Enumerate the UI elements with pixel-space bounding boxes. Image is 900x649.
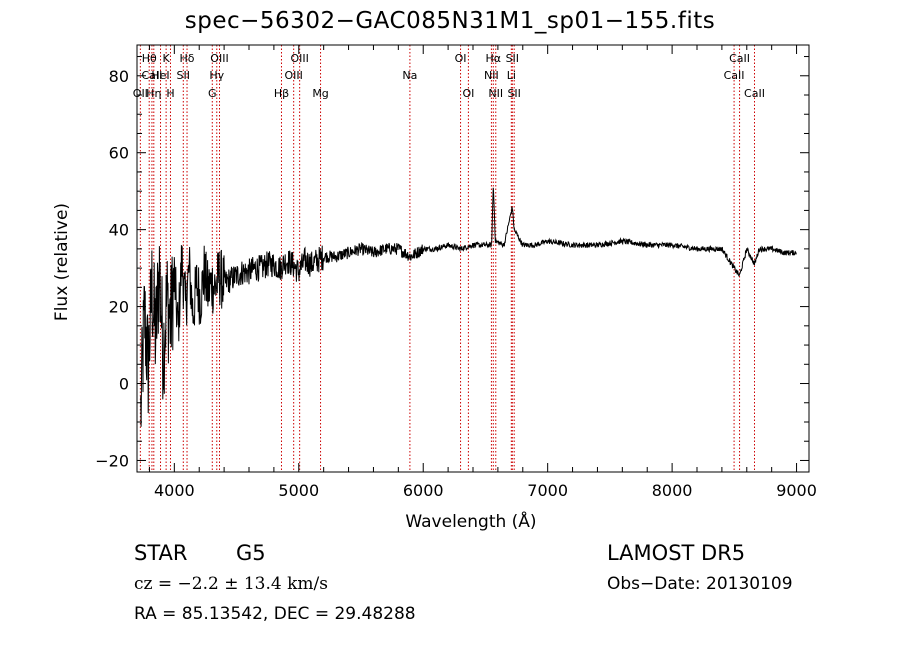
x-tick-label: 4000 bbox=[154, 481, 195, 500]
spectral-line-label: Mg bbox=[312, 87, 328, 100]
spectral-line-label: OIII bbox=[290, 52, 308, 65]
axes: 4000 5000 6000 7000 8000 9000 −20 0 20 40 60 80 bbox=[95, 45, 817, 500]
y-tick-label: 40 bbox=[109, 221, 129, 240]
y-tick-label: 20 bbox=[109, 298, 129, 317]
subclass-label: G5 bbox=[236, 541, 266, 565]
survey-label: LAMOST DR5 bbox=[607, 541, 746, 565]
spectral-line-label: K bbox=[163, 52, 171, 65]
spectral-line-label: CaII bbox=[744, 87, 765, 100]
spectral-line-label: H bbox=[166, 87, 174, 100]
y-tick-label: 60 bbox=[109, 144, 129, 163]
spectral-line-label: NII bbox=[488, 87, 503, 100]
obs-date-text: Obs−Date: 20130109 bbox=[607, 574, 793, 594]
spectral-line-label: Na bbox=[402, 69, 417, 82]
y-tick-label: −20 bbox=[95, 451, 129, 470]
spectrum-line bbox=[140, 187, 797, 427]
spectral-line-label: OI bbox=[462, 87, 474, 100]
plot-frame bbox=[136, 44, 810, 473]
x-tick-label: 5000 bbox=[278, 481, 319, 500]
spectral-line-label: HeI bbox=[151, 69, 169, 82]
chart-title: spec−56302−GAC085N31M1_sp01−155.fits bbox=[184, 8, 716, 34]
spectral-line-label: CaII bbox=[729, 52, 750, 65]
spectral-line-label: CaII bbox=[724, 69, 745, 82]
spectral-line-label: Hγ bbox=[209, 69, 224, 82]
y-tick-label: 80 bbox=[109, 67, 129, 86]
spectral-line-label: G bbox=[208, 87, 217, 100]
spectral-line-markers bbox=[139, 45, 755, 472]
spectral-line-label: Li bbox=[507, 69, 516, 82]
y-tick-label: 0 bbox=[119, 375, 129, 394]
spectral-line-label: OIII bbox=[284, 69, 302, 82]
spectrum-series bbox=[140, 187, 797, 427]
spectral-line-label: NII bbox=[484, 69, 499, 82]
spectral-line-label: OII bbox=[133, 87, 148, 100]
spectral-line-label: SII bbox=[507, 87, 520, 100]
spectral-line-labels: OII Hθ CaII Hη HeI K H Hδ SII OIII Hγ G Hβ OIII OIII Mg… bbox=[133, 52, 765, 100]
x-tick-label: 9000 bbox=[776, 481, 817, 500]
spectral-line-label: SII bbox=[177, 69, 190, 82]
coordinates-text: RA = 85.13542, DEC = 29.48288 bbox=[134, 604, 416, 624]
spectral-line-label: Hδ bbox=[180, 52, 195, 65]
x-tick-label: 6000 bbox=[403, 481, 444, 500]
x-tick-label: 7000 bbox=[527, 481, 568, 500]
spectral-line-label: Hθ bbox=[142, 52, 157, 65]
spectral-line-label: SII bbox=[506, 52, 519, 65]
spectral-line-label: OI bbox=[455, 52, 467, 65]
spectral-line-label: CaII bbox=[141, 69, 162, 82]
y-axis-label: Flux (relative) bbox=[52, 202, 72, 322]
x-tick-label: 8000 bbox=[652, 481, 693, 500]
x-axis-label: Wavelength (Å) bbox=[405, 512, 537, 532]
spectral-line-label: Hα bbox=[486, 52, 502, 65]
spectral-line-label: Hβ bbox=[274, 87, 289, 100]
class-label: STAR bbox=[134, 541, 188, 565]
spectral-line-label: Hη bbox=[146, 87, 161, 100]
spectral-line-label: OIII bbox=[210, 52, 228, 65]
redshift-text: cz = −2.2 ± 13.4 km/s bbox=[134, 574, 328, 594]
